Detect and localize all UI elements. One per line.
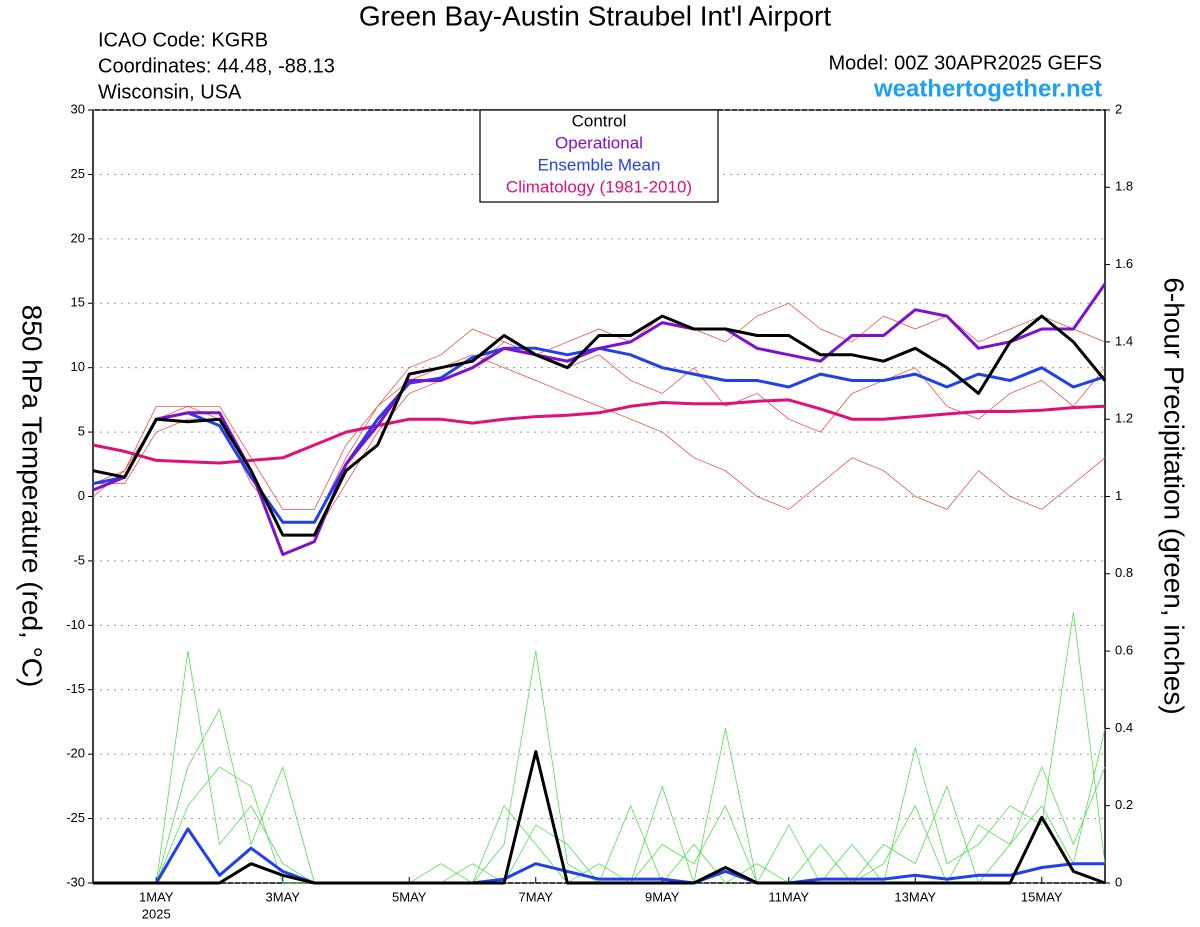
legend-label: Operational xyxy=(555,133,643,152)
legend-label: Climatology (1981-2010) xyxy=(506,177,692,196)
y-tick-label: -5 xyxy=(73,552,85,567)
member-line xyxy=(93,341,1106,536)
source: weathertogether.net xyxy=(873,75,1102,102)
x-tick-label: 7MAY xyxy=(519,889,554,904)
y2-tick-label: 1.8 xyxy=(1115,179,1133,194)
y2-tick-label: 0.8 xyxy=(1115,565,1133,580)
y2-tick-label: 2 xyxy=(1115,101,1122,116)
info-line: Coordinates: 44.48, -88.13 xyxy=(98,55,335,77)
x-tick-label: 3MAY xyxy=(266,889,301,904)
y-tick-label: 5 xyxy=(78,424,85,439)
x-year-label: 2025 xyxy=(142,906,171,921)
model-info: Model: 00Z 30APR2025 GEFS xyxy=(829,52,1102,74)
member-line xyxy=(93,708,1106,884)
y-axis-label: 850 hPa Temperature (red, °C) xyxy=(17,305,48,688)
y-tick-label: 25 xyxy=(71,166,85,181)
series-line xyxy=(92,283,1107,556)
y2-tick-label: 1.2 xyxy=(1115,411,1133,426)
x-tick-label: 9MAY xyxy=(645,889,680,904)
y2-tick-label: 0.2 xyxy=(1115,797,1133,812)
y2-tick-label: 1.6 xyxy=(1115,256,1133,271)
series-line xyxy=(93,750,1106,885)
y2-tick-label: 0.4 xyxy=(1115,720,1133,735)
series-line xyxy=(92,314,1107,537)
y-tick-label: -15 xyxy=(66,681,85,696)
y-tick-label: 0 xyxy=(78,488,85,503)
legend-box xyxy=(479,109,719,203)
y2-tick-label: 1 xyxy=(1115,488,1122,503)
x-tick-label: 11MAY xyxy=(768,889,809,904)
y2-tick-label: 0 xyxy=(1115,874,1122,889)
y-tick-label: -20 xyxy=(66,746,85,761)
chart-title: Green Bay-Austin Straubel Int'l Airport xyxy=(359,0,831,31)
legend-label: Control xyxy=(572,111,627,130)
y-tick-label: 30 xyxy=(71,101,85,116)
info-line: Wisconsin, USA xyxy=(98,81,242,103)
x-tick-label: 13MAY xyxy=(894,889,936,904)
member-line xyxy=(92,354,1106,510)
member-line xyxy=(93,612,1106,884)
x-tick-label: 15MAY xyxy=(1021,889,1063,904)
series-line xyxy=(92,398,1106,465)
legend-label: Ensemble Mean xyxy=(538,155,661,174)
y-tick-label: 15 xyxy=(71,295,85,310)
y-tick-label: 10 xyxy=(71,359,85,374)
series-line xyxy=(93,827,1105,885)
y2-axis-label: 6-hour Precipitation (green, inches) xyxy=(1159,277,1190,714)
y-tick-label: -10 xyxy=(66,617,85,632)
x-tick-label: 5MAY xyxy=(392,889,427,904)
info-line: ICAO Code: KGRB xyxy=(98,29,268,51)
y-tick-label: 20 xyxy=(71,230,85,245)
y-tick-label: -30 xyxy=(66,874,85,889)
y2-tick-label: 1.4 xyxy=(1115,333,1133,348)
y-tick-label: -25 xyxy=(66,810,85,825)
x-tick-label: 1MAY xyxy=(139,889,174,904)
y2-tick-label: 0.6 xyxy=(1115,643,1133,658)
